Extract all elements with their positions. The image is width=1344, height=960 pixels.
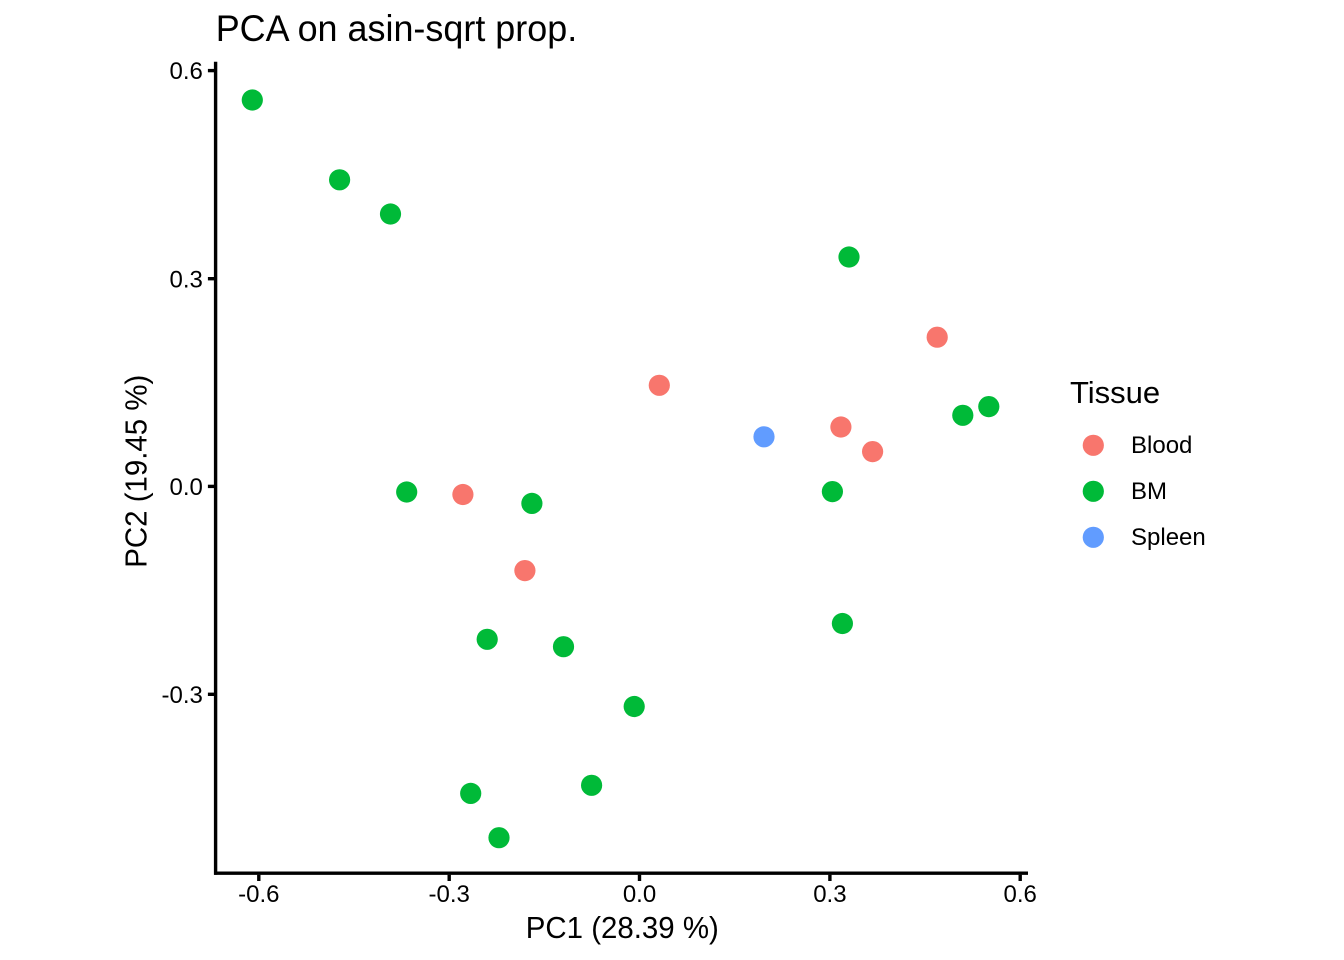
- svg-text:Blood: Blood: [1131, 432, 1192, 459]
- svg-text:-0.3: -0.3: [162, 682, 203, 709]
- svg-text:Tissue: Tissue: [1070, 375, 1160, 410]
- svg-text:0.3: 0.3: [813, 881, 846, 908]
- svg-text:0.6: 0.6: [170, 58, 203, 85]
- svg-text:Spleen: Spleen: [1131, 524, 1206, 551]
- svg-text:-0.3: -0.3: [429, 881, 470, 908]
- svg-text:0.3: 0.3: [170, 266, 203, 293]
- svg-text:-0.6: -0.6: [238, 881, 279, 908]
- svg-text:0.0: 0.0: [623, 881, 656, 908]
- svg-text:PC1 (28.39 %): PC1 (28.39 %): [526, 911, 719, 945]
- svg-text:PCA on asin-sqrt prop.: PCA on asin-sqrt prop.: [216, 7, 578, 49]
- svg-text:0.0: 0.0: [170, 474, 203, 501]
- svg-text:0.6: 0.6: [1004, 881, 1037, 908]
- svg-text:PC2 (19.45 %): PC2 (19.45 %): [120, 375, 154, 568]
- svg-text:BM: BM: [1131, 478, 1167, 505]
